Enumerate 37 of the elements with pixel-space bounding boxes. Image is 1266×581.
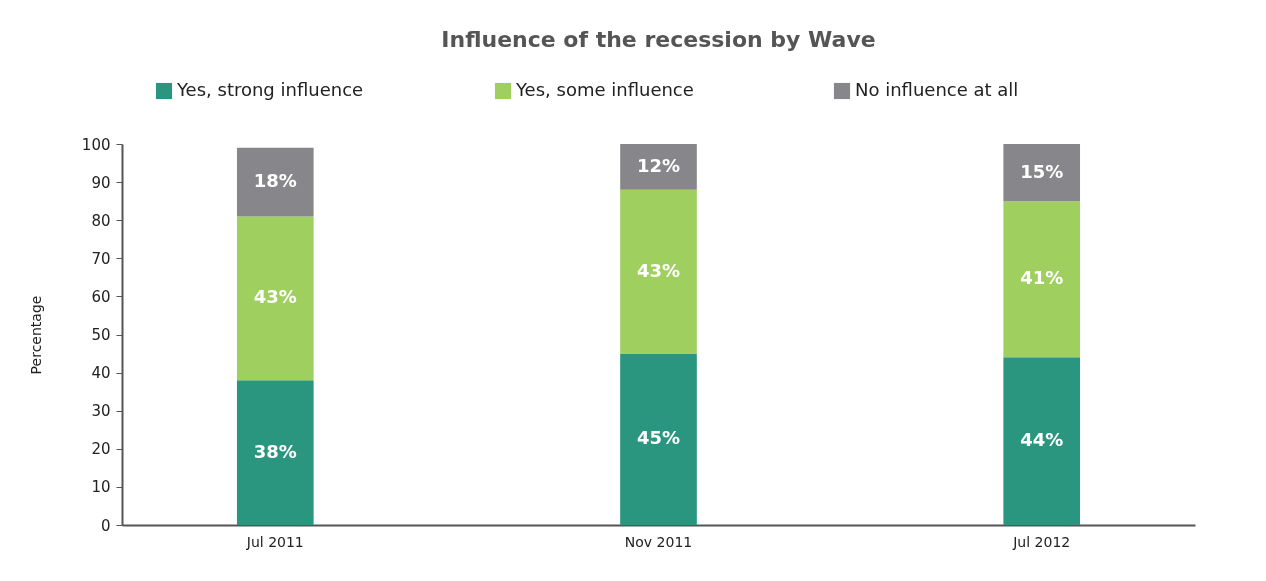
data-label: 45%: [636, 427, 681, 449]
bar: [620, 353, 697, 525]
bar: [620, 189, 697, 354]
x-tick-label: Jul 2011: [245, 533, 304, 550]
y-tick-label: 70: [91, 249, 111, 268]
data-label: 18%: [253, 170, 297, 192]
legend-label: Yes, some influence: [515, 79, 694, 100]
bar: [620, 144, 697, 190]
legend-label: Yes, strong influence: [176, 79, 364, 100]
chart-title: Influence of the recession by Wave: [441, 27, 876, 52]
y-axis-title: Percentage: [27, 295, 44, 375]
data-label: 38%: [253, 440, 297, 462]
y-tick-label: 80: [91, 211, 111, 230]
bar: [1003, 357, 1081, 525]
bar: [1003, 144, 1081, 202]
data-label: 15%: [1020, 160, 1064, 182]
y-tick-label: 10: [91, 478, 111, 497]
data-label: 41%: [1020, 267, 1064, 289]
data-label: 43%: [253, 286, 297, 308]
y-tick-label: 60: [91, 287, 111, 306]
y-tick-label: 40: [91, 364, 111, 383]
y-tick-label: 90: [91, 173, 111, 192]
bar: [236, 147, 314, 217]
data-label: 12%: [636, 154, 681, 176]
data-label: 44%: [1020, 429, 1064, 451]
y-tick-label: 100: [81, 135, 111, 154]
x-tick-label: Nov 2011: [624, 533, 693, 550]
legend-label: No influence at all: [855, 79, 1019, 100]
bar: [236, 216, 314, 381]
bar: [1003, 201, 1081, 358]
y-tick-label: 20: [91, 440, 111, 459]
x-tick-label: Jul 2012: [1012, 533, 1071, 550]
y-tick-label: 30: [91, 402, 111, 421]
y-tick-label: 0: [100, 516, 111, 535]
bar: [236, 380, 314, 525]
y-tick-label: 50: [91, 326, 111, 344]
data-label: 43%: [636, 259, 681, 281]
